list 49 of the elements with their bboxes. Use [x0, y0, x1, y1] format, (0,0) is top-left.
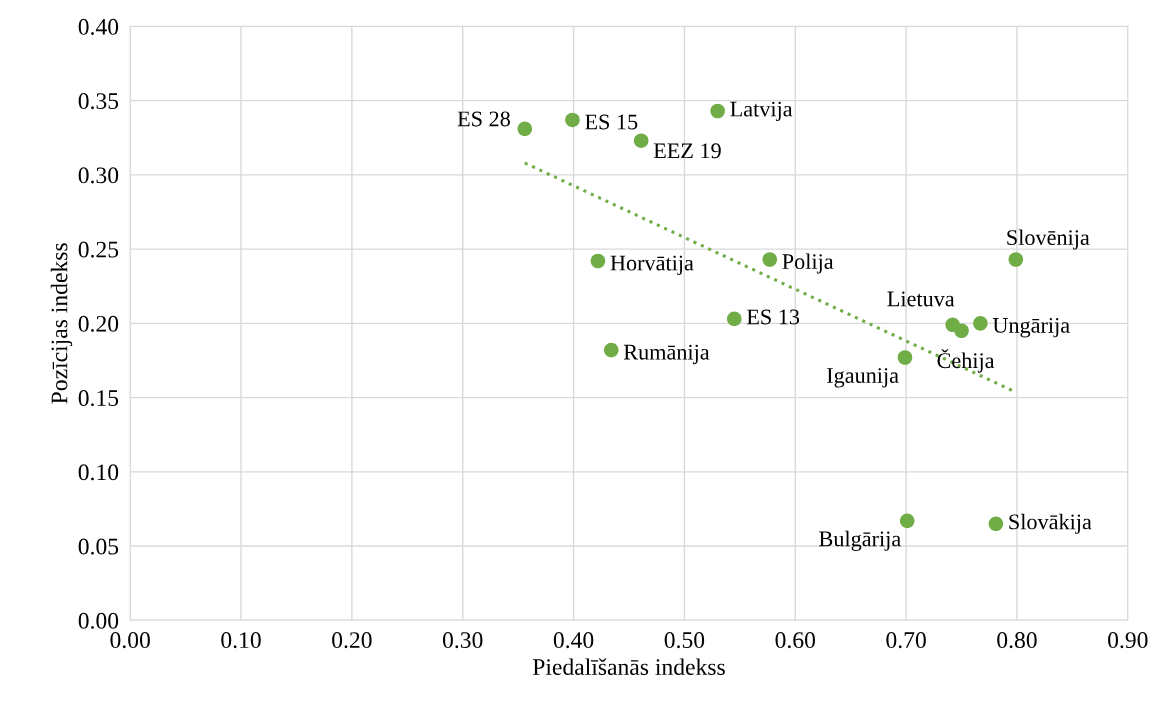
annotation: Igaunija	[827, 368, 899, 388]
x-tick-label: 0.70	[886, 632, 926, 649]
point	[897, 350, 913, 365]
y-tick-label: 0.35	[78, 93, 119, 110]
annotation: Lietuva	[887, 291, 955, 307]
x-tick-label: 0.30	[442, 632, 483, 649]
y-tick-label: 0.05	[78, 538, 119, 555]
point	[973, 316, 988, 331]
annotation: ES 15	[585, 114, 638, 130]
annotation: ES 13	[746, 309, 800, 325]
x-axis-title: Piedalīšanās indekss	[532, 658, 725, 676]
x-tick-label: 0.40	[553, 632, 594, 649]
x-tick-label: 0.50	[664, 632, 705, 649]
x-tick-label: 0.60	[775, 632, 816, 649]
annotation: ES 28	[457, 111, 510, 127]
point	[988, 516, 1004, 532]
annotation: Rumānija	[623, 344, 710, 365]
point	[954, 323, 969, 339]
annotation: EEZ 19	[653, 143, 721, 159]
point	[603, 342, 619, 358]
x-tick-label: 0.10	[221, 632, 261, 649]
x-tick-label: 0.90	[1108, 632, 1148, 649]
point	[762, 252, 778, 267]
point	[710, 103, 725, 119]
y-tick-label: 0.30	[78, 167, 119, 184]
annotation: Slovākija	[1009, 513, 1092, 534]
point	[899, 513, 915, 529]
annotation: Bulgārija	[819, 530, 901, 551]
x-tick-label: 0.80	[997, 632, 1037, 649]
point	[565, 112, 580, 128]
annotation: Latvija	[730, 101, 793, 122]
point	[727, 311, 742, 327]
annotation: Ungārija	[992, 317, 1070, 338]
y-axis-title: Pozīcijas indekss	[50, 243, 73, 404]
y-tick-label: 0.20	[78, 315, 119, 332]
annotation: Polija	[782, 253, 834, 274]
y-tick-label: 0.25	[78, 241, 119, 258]
y-tick-label: 0.10	[78, 464, 119, 481]
x-tick-label: 0.20	[332, 632, 372, 649]
point	[517, 121, 533, 137]
point	[633, 133, 649, 148]
y-tick-label: 0.40	[78, 18, 119, 35]
x-tick-label: 0.00	[110, 632, 150, 649]
y-tick-label: 0.00	[78, 612, 119, 629]
annotation: Slovēnija	[1007, 229, 1090, 250]
point	[590, 253, 606, 269]
point	[1008, 252, 1024, 267]
y-tick-label: 0.15	[78, 390, 119, 407]
annotation: Horvātija	[610, 255, 694, 276]
